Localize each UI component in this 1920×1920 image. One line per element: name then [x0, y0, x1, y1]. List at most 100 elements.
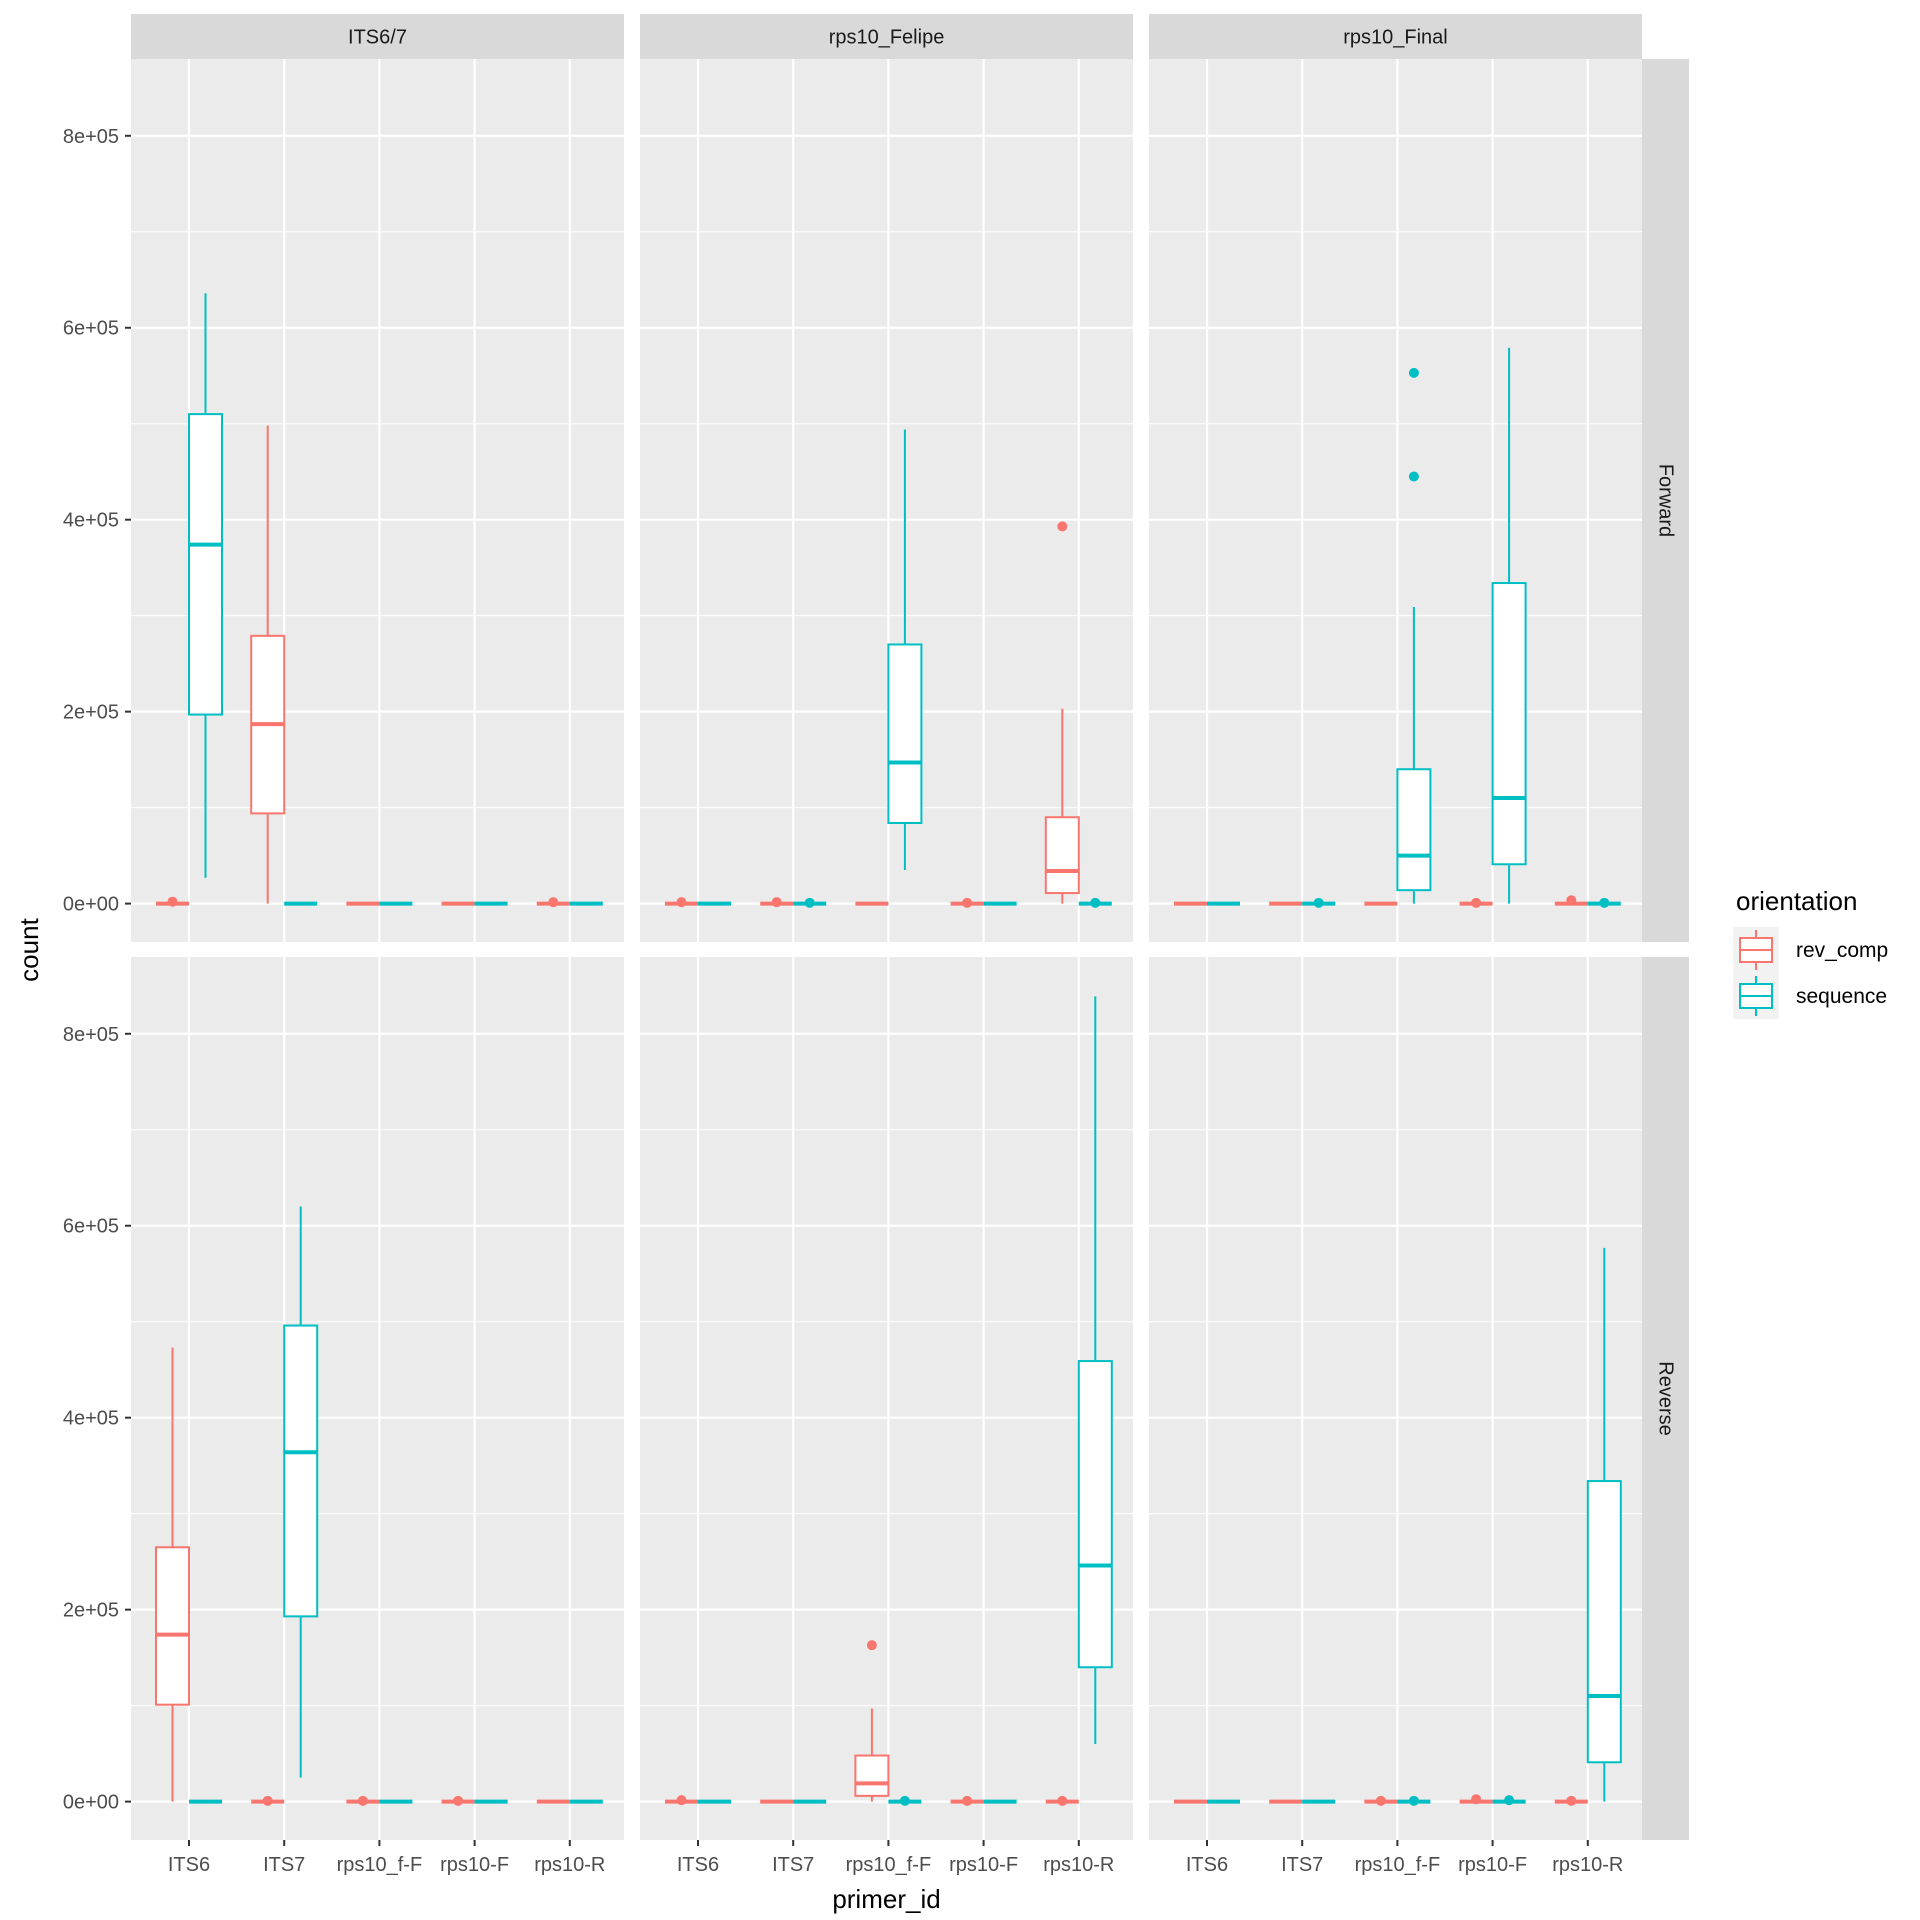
outlier-point — [771, 897, 782, 908]
legend-label: rev_comp — [1796, 939, 1888, 962]
outlier-point — [899, 1795, 910, 1806]
box-rps10-f-rev-comp — [1459, 897, 1493, 908]
x-tick-label: rps10-R — [534, 1854, 605, 1876]
facet-strip-row — [1642, 957, 1689, 1840]
facet-strip-column — [1149, 14, 1642, 59]
facet-strip-column — [131, 14, 624, 59]
x-tick-label: rps10-R — [1552, 1854, 1623, 1876]
box-rps10-r-sequence — [1078, 897, 1112, 908]
facet-column-label: rps10_Felipe — [829, 27, 945, 49]
box-its6-sequence — [188, 293, 223, 878]
box-iqr — [283, 1324, 319, 1618]
panel-rps10-felipe-reverse — [640, 957, 1133, 1840]
box-rps10-r-rev-comp — [1045, 1795, 1079, 1806]
outlier-point — [357, 1795, 368, 1806]
y-tick-label: 8e+05 — [63, 126, 119, 148]
panel-rps10-final-reverse — [1149, 957, 1642, 1840]
outlier-point — [1504, 1795, 1515, 1806]
outlier-point — [804, 897, 815, 908]
y-tick-label: 4e+05 — [63, 510, 119, 532]
x-tick-label: ITS6 — [1186, 1854, 1228, 1876]
box-its6-rev-comp — [665, 897, 698, 908]
facet-strip-column — [640, 14, 1133, 59]
y-tick-label: 4e+05 — [63, 1408, 119, 1430]
outlier-point — [1471, 897, 1482, 908]
box-rps10-r-sequence — [1587, 897, 1621, 908]
box-rps10-f-rev-comp — [950, 897, 984, 908]
box-iqr — [887, 643, 923, 824]
box-rps10-r-sequence — [1077, 996, 1113, 1745]
x-tick-label: rps10_f-F — [1355, 1854, 1441, 1876]
x-tick-label: ITS7 — [1281, 1854, 1323, 1876]
box-iqr — [1396, 768, 1432, 892]
outlier-point — [1313, 897, 1324, 908]
box-rps10-f-sequence — [1492, 1795, 1526, 1806]
box-rps10-f-f-rev-comp — [854, 1640, 890, 1802]
y-tick-label: 2e+05 — [63, 1600, 119, 1622]
y-tick-label: 0e+00 — [63, 1792, 119, 1814]
outlier-point — [453, 1795, 464, 1806]
box-iqr — [854, 1754, 890, 1797]
box-rps10-f-rev-comp — [1459, 1794, 1493, 1805]
x-tick-label: rps10_f-F — [846, 1854, 932, 1876]
box-rps10-f-rev-comp — [441, 1795, 475, 1806]
outlier-point — [676, 897, 687, 908]
panel-its6-7-reverse — [131, 957, 624, 1840]
facet-column-label: rps10_Final — [1343, 27, 1448, 49]
x-tick-label: ITS7 — [772, 1854, 814, 1876]
legend-key-sequence — [1733, 973, 1779, 1019]
box-rps10-r-rev-comp — [1554, 895, 1588, 906]
x-tick-label: rps10-F — [440, 1854, 509, 1876]
box-its7-rev-comp — [250, 425, 286, 904]
box-iqr — [1491, 582, 1527, 866]
box-its6-rev-comp — [156, 896, 189, 907]
y-tick-label: 6e+05 — [63, 318, 119, 340]
outlier-point — [1375, 1795, 1386, 1806]
box-rps10-f-f-sequence — [1397, 1795, 1431, 1806]
x-tick-label: rps10-R — [1043, 1854, 1114, 1876]
outlier-point — [1566, 895, 1577, 906]
outlier-point — [1408, 1795, 1419, 1806]
box-rps10-f-f-sequence — [887, 429, 923, 871]
panel-background — [640, 957, 1133, 1840]
box-its7-rev-comp — [251, 1795, 285, 1806]
x-tick-label: ITS6 — [168, 1854, 210, 1876]
box-rps10-f-sequence — [1491, 347, 1527, 904]
outlier-point — [1057, 521, 1068, 532]
box-rps10-r-rev-comp — [1044, 521, 1080, 904]
box-rps10-f-f-rev-comp — [346, 1795, 380, 1806]
panel-background — [640, 59, 1133, 942]
box-iqr — [188, 413, 223, 716]
outlier-point — [1090, 897, 1101, 908]
outlier-point — [167, 896, 178, 907]
y-tick-label: 8e+05 — [63, 1024, 119, 1046]
outlier-point — [962, 1795, 973, 1806]
panel-rps10-final-forward — [1149, 59, 1642, 942]
x-tick-label: rps10_f-F — [337, 1854, 423, 1876]
legend-label: sequence — [1796, 985, 1887, 1008]
box-rps10-r-rev-comp — [536, 897, 570, 908]
box-its7-sequence — [283, 1206, 319, 1778]
facet-row-label: Reverse — [1655, 1361, 1677, 1435]
outlier-point — [1057, 1795, 1068, 1806]
panel-background — [1149, 59, 1642, 942]
y-tick-label: 2e+05 — [63, 702, 119, 724]
legend-title: orientation — [1736, 886, 1857, 916]
facet-column-label: ITS6/7 — [348, 27, 407, 49]
outlier-point — [548, 897, 559, 908]
outlier-point — [866, 1640, 877, 1651]
facet-strip-row — [1642, 59, 1689, 942]
outlier-point — [1408, 471, 1419, 482]
box-its6-rev-comp — [665, 1795, 698, 1806]
x-tick-label: ITS6 — [677, 1854, 719, 1876]
box-its7-rev-comp — [760, 897, 794, 908]
panel-rps10-felipe-forward — [640, 59, 1133, 942]
box-its6-rev-comp — [155, 1347, 190, 1802]
x-tick-label: rps10-F — [1458, 1854, 1527, 1876]
outlier-point — [1566, 1795, 1577, 1806]
box-iqr — [1586, 1480, 1622, 1764]
y-tick-label: 0e+00 — [63, 894, 119, 916]
y-tick-label: 6e+05 — [63, 1216, 119, 1238]
x-axis-title: primer_id — [832, 1884, 940, 1914]
